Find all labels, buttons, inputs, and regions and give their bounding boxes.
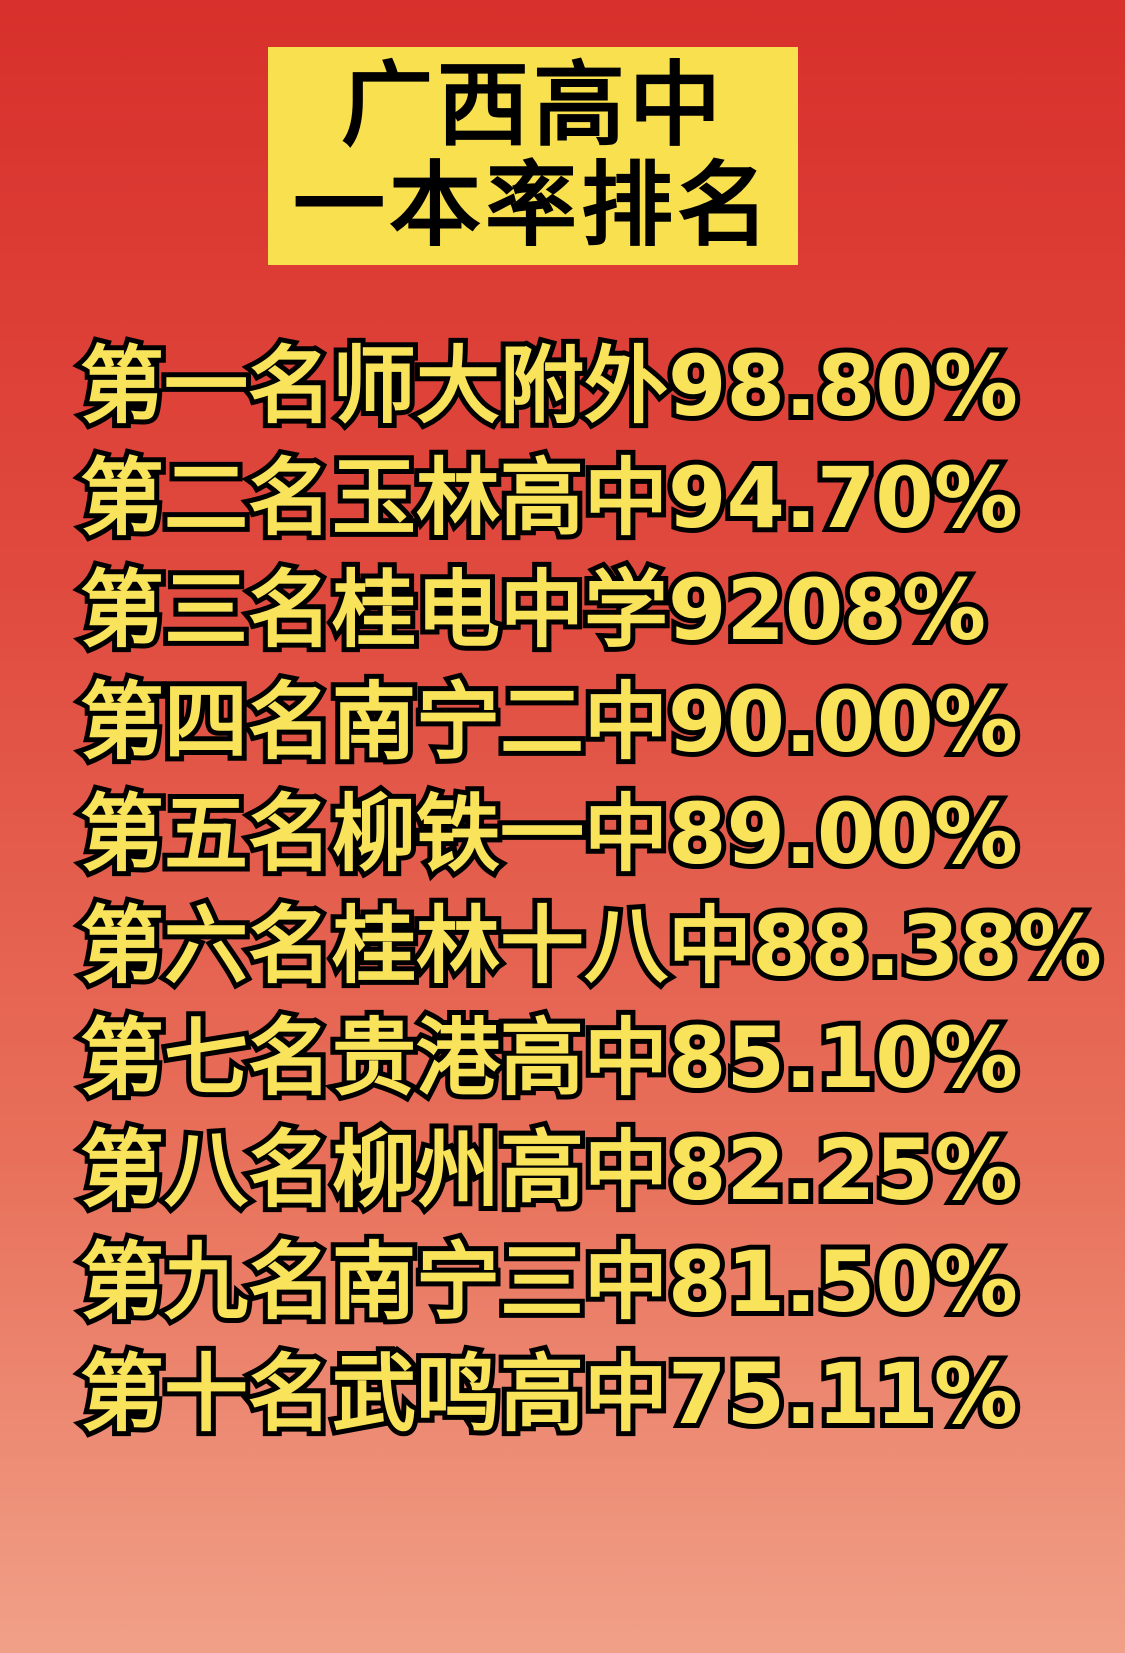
ranking-row: 第四名南宁二中90.00% xyxy=(75,666,1102,778)
rank-label: 第七名 xyxy=(75,1004,337,1112)
rate-value: 85.10% xyxy=(663,1004,1023,1112)
ranking-row: 第九名南宁三中81.50% xyxy=(75,1226,1102,1338)
school-name: 柳州高中 xyxy=(327,1116,673,1224)
ranking-list: 第一名师大附外98.80% 第二名玉林高中94.70% 第三名桂电中学9208%… xyxy=(75,330,1107,1450)
ranking-row: 第二名玉林高中94.70% xyxy=(75,442,1102,554)
rank-label: 第六名 xyxy=(75,892,337,1000)
rank-label: 第九名 xyxy=(75,1228,337,1336)
rank-label: 第二名 xyxy=(75,444,337,552)
rank-label: 第一名 xyxy=(75,332,337,440)
rate-value: 75.11% xyxy=(663,1340,1023,1448)
ranking-row: 第三名桂电中学9208% xyxy=(75,554,1102,666)
rate-value: 88.38% xyxy=(747,892,1107,1000)
rank-label: 第三名 xyxy=(75,556,337,664)
school-name: 贵港高中 xyxy=(327,1004,673,1112)
school-name: 桂林十八中 xyxy=(327,892,757,1000)
title-line-1: 广西高中 xyxy=(340,52,725,159)
rate-value: 89.00% xyxy=(663,780,1023,888)
rate-value: 94.70% xyxy=(663,444,1023,552)
school-name: 玉林高中 xyxy=(327,444,673,552)
school-name: 桂电中学 xyxy=(327,556,673,664)
school-name: 南宁二中 xyxy=(327,668,673,776)
title-banner: 广西高中 一本率排名 xyxy=(268,47,798,265)
rank-label: 第十名 xyxy=(75,1340,337,1448)
rate-value: 98.80% xyxy=(663,332,1023,440)
school-name: 武鸣高中 xyxy=(327,1340,673,1448)
school-name: 柳铁一中 xyxy=(327,780,673,888)
ranking-row: 第八名柳州高中82.25% xyxy=(75,1114,1102,1226)
ranking-row: 第七名贵港高中85.10% xyxy=(75,1002,1102,1114)
ranking-row: 第五名柳铁一中89.00% xyxy=(75,778,1102,890)
ranking-row: 第十名武鸣高中75.11% xyxy=(75,1338,1102,1450)
rate-value: 81.50% xyxy=(663,1228,1023,1336)
rate-value: 90.00% xyxy=(663,668,1023,776)
rank-label: 第五名 xyxy=(75,780,337,888)
rate-value: 9208% xyxy=(663,556,991,664)
school-name: 师大附外 xyxy=(327,332,673,440)
title-line-2: 一本率排名 xyxy=(292,152,773,259)
rate-value: 82.25% xyxy=(663,1116,1023,1224)
ranking-row: 第六名桂林十八中88.38% xyxy=(75,890,1107,1002)
ranking-row: 第一名师大附外98.80% xyxy=(75,330,1102,442)
rank-label: 第八名 xyxy=(75,1116,337,1224)
school-name: 南宁三中 xyxy=(327,1228,673,1336)
rank-label: 第四名 xyxy=(75,668,337,776)
